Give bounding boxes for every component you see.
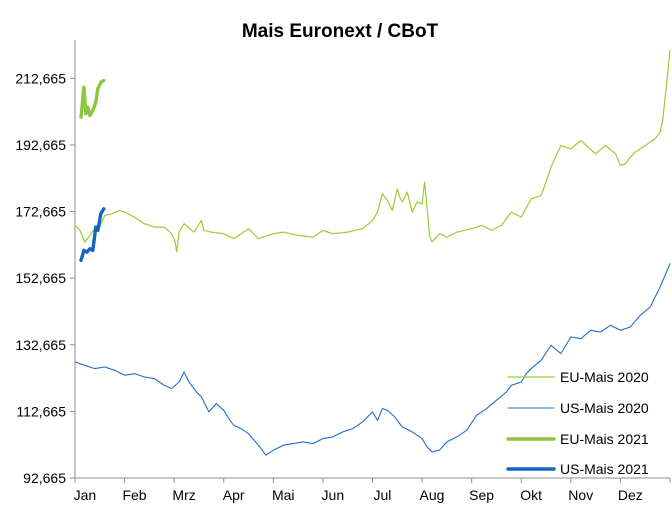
legend-label: EU-Mais 2021 bbox=[560, 431, 649, 447]
x-tick-label: Nov bbox=[568, 487, 593, 503]
legend-label: US-Mais 2020 bbox=[560, 400, 649, 416]
series-line-1 bbox=[74, 263, 671, 456]
y-tick-label: 192,665 bbox=[15, 137, 66, 153]
x-tick-label: Okt bbox=[520, 487, 542, 503]
series-line-3 bbox=[79, 207, 106, 263]
legend-label: EU-Mais 2020 bbox=[560, 369, 649, 385]
x-tick-label: Aug bbox=[420, 487, 445, 503]
series-line-0 bbox=[74, 49, 671, 253]
x-tick-label: Sep bbox=[469, 487, 494, 503]
y-tick-label: 152,665 bbox=[15, 270, 66, 286]
x-tick-label: Dez bbox=[618, 487, 643, 503]
y-tick-label: 172,665 bbox=[15, 204, 66, 220]
x-tick-label: Jul bbox=[373, 487, 391, 503]
x-tick-label: Jun bbox=[322, 487, 345, 503]
chart-title: Mais Euronext / CBoT bbox=[242, 21, 439, 42]
y-tick-label: 112,665 bbox=[16, 403, 66, 419]
axes: 212,665 192,665 172,665 152,665 132,665 112,6… bbox=[15, 40, 671, 503]
x-tick-label: Mai bbox=[272, 487, 295, 503]
y-tick-label: 212,665 bbox=[15, 70, 66, 86]
y-tick-label: 132,665 bbox=[15, 337, 66, 353]
x-tick-label: Apr bbox=[223, 487, 245, 503]
legend: EU-Mais 2020 US-Mais 2020 EU-Mais 2021 US-M… bbox=[506, 369, 649, 477]
x-tick-label: Mrz bbox=[172, 487, 195, 503]
series-line-2 bbox=[79, 78, 106, 119]
y-tick-label: 92,665 bbox=[23, 470, 66, 486]
legend-label: US-Mais 2021 bbox=[560, 461, 649, 477]
plot-area bbox=[74, 49, 671, 456]
x-tick-label: Feb bbox=[122, 487, 146, 503]
x-tick-label: Jan bbox=[74, 487, 97, 503]
